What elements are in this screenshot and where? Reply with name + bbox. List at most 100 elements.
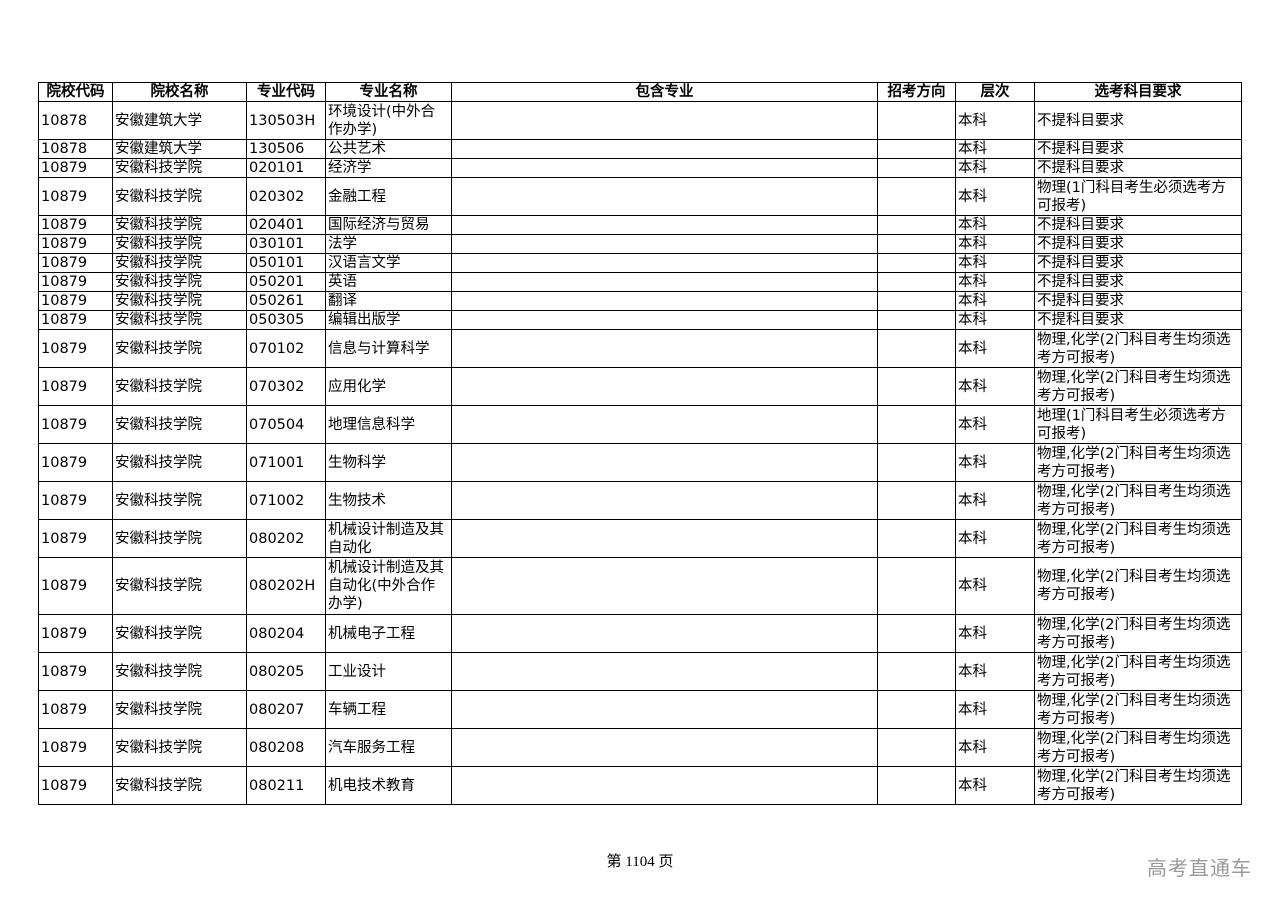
cell-school-name: 安徽科技学院 — [112, 329, 247, 368]
cell-major-code: 071001 — [246, 443, 326, 482]
cell-subject-requirement: 不提科目要求 — [1034, 215, 1242, 235]
cell-included-majors — [451, 519, 878, 558]
cell-major-code: 130503H — [246, 101, 326, 140]
cell-school-name: 安徽科技学院 — [112, 443, 247, 482]
cell-major-name: 信息与计算科学 — [325, 329, 452, 368]
table-row: 10878 安徽建筑大学 130506 公共艺术 本科 不提科目要求 — [38, 139, 1242, 159]
cell-included-majors — [451, 215, 878, 235]
cell-major-code: 080204 — [246, 614, 326, 653]
cell-school-name: 安徽科技学院 — [112, 291, 247, 311]
cell-major-name: 环境设计(中外合作办学) — [325, 101, 452, 140]
table-row: 10879 安徽科技学院 080205 工业设计 本科 物理,化学(2门科目考生均须选考方… — [38, 652, 1242, 691]
cell-school-code: 10879 — [38, 253, 113, 273]
cell-direction — [877, 215, 956, 235]
cell-major-name: 金融工程 — [325, 177, 452, 216]
cell-included-majors — [451, 690, 878, 729]
cell-included-majors — [451, 443, 878, 482]
cell-school-name: 安徽科技学院 — [112, 614, 247, 653]
cell-school-code: 10879 — [38, 766, 113, 805]
cell-major-name: 机电技术教育 — [325, 766, 452, 805]
cell-major-code: 130506 — [246, 139, 326, 159]
header-major-name: 专业名称 — [325, 82, 452, 102]
cell-included-majors — [451, 158, 878, 178]
cell-direction — [877, 367, 956, 406]
cell-included-majors — [451, 728, 878, 767]
cell-direction — [877, 690, 956, 729]
cell-major-code: 020302 — [246, 177, 326, 216]
cell-direction — [877, 519, 956, 558]
cell-major-name: 机械设计制造及其自动化(中外合作办学) — [325, 557, 452, 615]
cell-level: 本科 — [955, 177, 1035, 216]
cell-direction — [877, 310, 956, 330]
table-row: 10879 安徽科技学院 080202 机械设计制造及其自动化 本科 物理,化学(2门科目… — [38, 519, 1242, 558]
cell-direction — [877, 766, 956, 805]
cell-direction — [877, 101, 956, 140]
cell-major-code: 080207 — [246, 690, 326, 729]
table-row: 10879 安徽科技学院 080208 汽车服务工程 本科 物理,化学(2门科目考生均须选… — [38, 728, 1242, 767]
cell-direction — [877, 234, 956, 254]
cell-major-name: 经济学 — [325, 158, 452, 178]
cell-school-name: 安徽科技学院 — [112, 481, 247, 520]
cell-school-code: 10879 — [38, 443, 113, 482]
cell-major-name: 国际经济与贸易 — [325, 215, 452, 235]
cell-major-name: 公共艺术 — [325, 139, 452, 159]
cell-level: 本科 — [955, 291, 1035, 311]
cell-major-code: 050201 — [246, 272, 326, 292]
table-row: 10879 安徽科技学院 050201 英语 本科 不提科目要求 — [38, 272, 1242, 292]
cell-school-name: 安徽科技学院 — [112, 158, 247, 178]
cell-major-name: 应用化学 — [325, 367, 452, 406]
table-row: 10879 安徽科技学院 050261 翻译 本科 不提科目要求 — [38, 291, 1242, 311]
cell-major-code: 070102 — [246, 329, 326, 368]
cell-major-code: 050305 — [246, 310, 326, 330]
cell-level: 本科 — [955, 766, 1035, 805]
cell-major-name: 法学 — [325, 234, 452, 254]
cell-school-name: 安徽科技学院 — [112, 728, 247, 767]
cell-school-code: 10879 — [38, 234, 113, 254]
cell-school-code: 10879 — [38, 272, 113, 292]
cell-level: 本科 — [955, 215, 1035, 235]
cell-direction — [877, 614, 956, 653]
cell-school-name: 安徽科技学院 — [112, 272, 247, 292]
cell-included-majors — [451, 310, 878, 330]
cell-major-code: 080211 — [246, 766, 326, 805]
cell-included-majors — [451, 329, 878, 368]
header-major-code: 专业代码 — [246, 82, 326, 102]
cell-school-code: 10879 — [38, 158, 113, 178]
cell-subject-requirement: 物理,化学(2门科目考生均须选考方可报考) — [1034, 728, 1242, 767]
cell-included-majors — [451, 291, 878, 311]
cell-level: 本科 — [955, 690, 1035, 729]
cell-school-code: 10879 — [38, 291, 113, 311]
table-row: 10879 安徽科技学院 030101 法学 本科 不提科目要求 — [38, 234, 1242, 254]
table-row: 10879 安徽科技学院 050305 编辑出版学 本科 不提科目要求 — [38, 310, 1242, 330]
header-included-majors: 包含专业 — [451, 82, 878, 102]
cell-included-majors — [451, 405, 878, 444]
cell-school-code: 10878 — [38, 101, 113, 140]
cell-school-code: 10879 — [38, 690, 113, 729]
cell-school-name: 安徽科技学院 — [112, 519, 247, 558]
table-row: 10879 安徽科技学院 050101 汉语言文学 本科 不提科目要求 — [38, 253, 1242, 273]
cell-level: 本科 — [955, 234, 1035, 254]
cell-school-name: 安徽建筑大学 — [112, 101, 247, 140]
cell-included-majors — [451, 272, 878, 292]
watermark: 高考直通车 — [1147, 856, 1252, 880]
cell-direction — [877, 158, 956, 178]
cell-level: 本科 — [955, 329, 1035, 368]
cell-subject-requirement: 不提科目要求 — [1034, 272, 1242, 292]
cell-included-majors — [451, 557, 878, 615]
header-direction: 招考方向 — [877, 82, 956, 102]
table-row: 10879 安徽科技学院 020302 金融工程 本科 物理(1门科目考生必须选考方可报考… — [38, 177, 1242, 216]
cell-school-name: 安徽科技学院 — [112, 215, 247, 235]
cell-subject-requirement: 不提科目要求 — [1034, 253, 1242, 273]
cell-school-code: 10879 — [38, 310, 113, 330]
cell-school-code: 10879 — [38, 177, 113, 216]
cell-major-code: 080202 — [246, 519, 326, 558]
cell-subject-requirement: 物理,化学(2门科目考生均须选考方可报考) — [1034, 690, 1242, 729]
cell-school-code: 10879 — [38, 481, 113, 520]
cell-level: 本科 — [955, 272, 1035, 292]
cell-major-code: 070302 — [246, 367, 326, 406]
header-school-name: 院校名称 — [112, 82, 247, 102]
cell-major-name: 编辑出版学 — [325, 310, 452, 330]
cell-direction — [877, 405, 956, 444]
cell-major-name: 车辆工程 — [325, 690, 452, 729]
cell-major-code: 070504 — [246, 405, 326, 444]
